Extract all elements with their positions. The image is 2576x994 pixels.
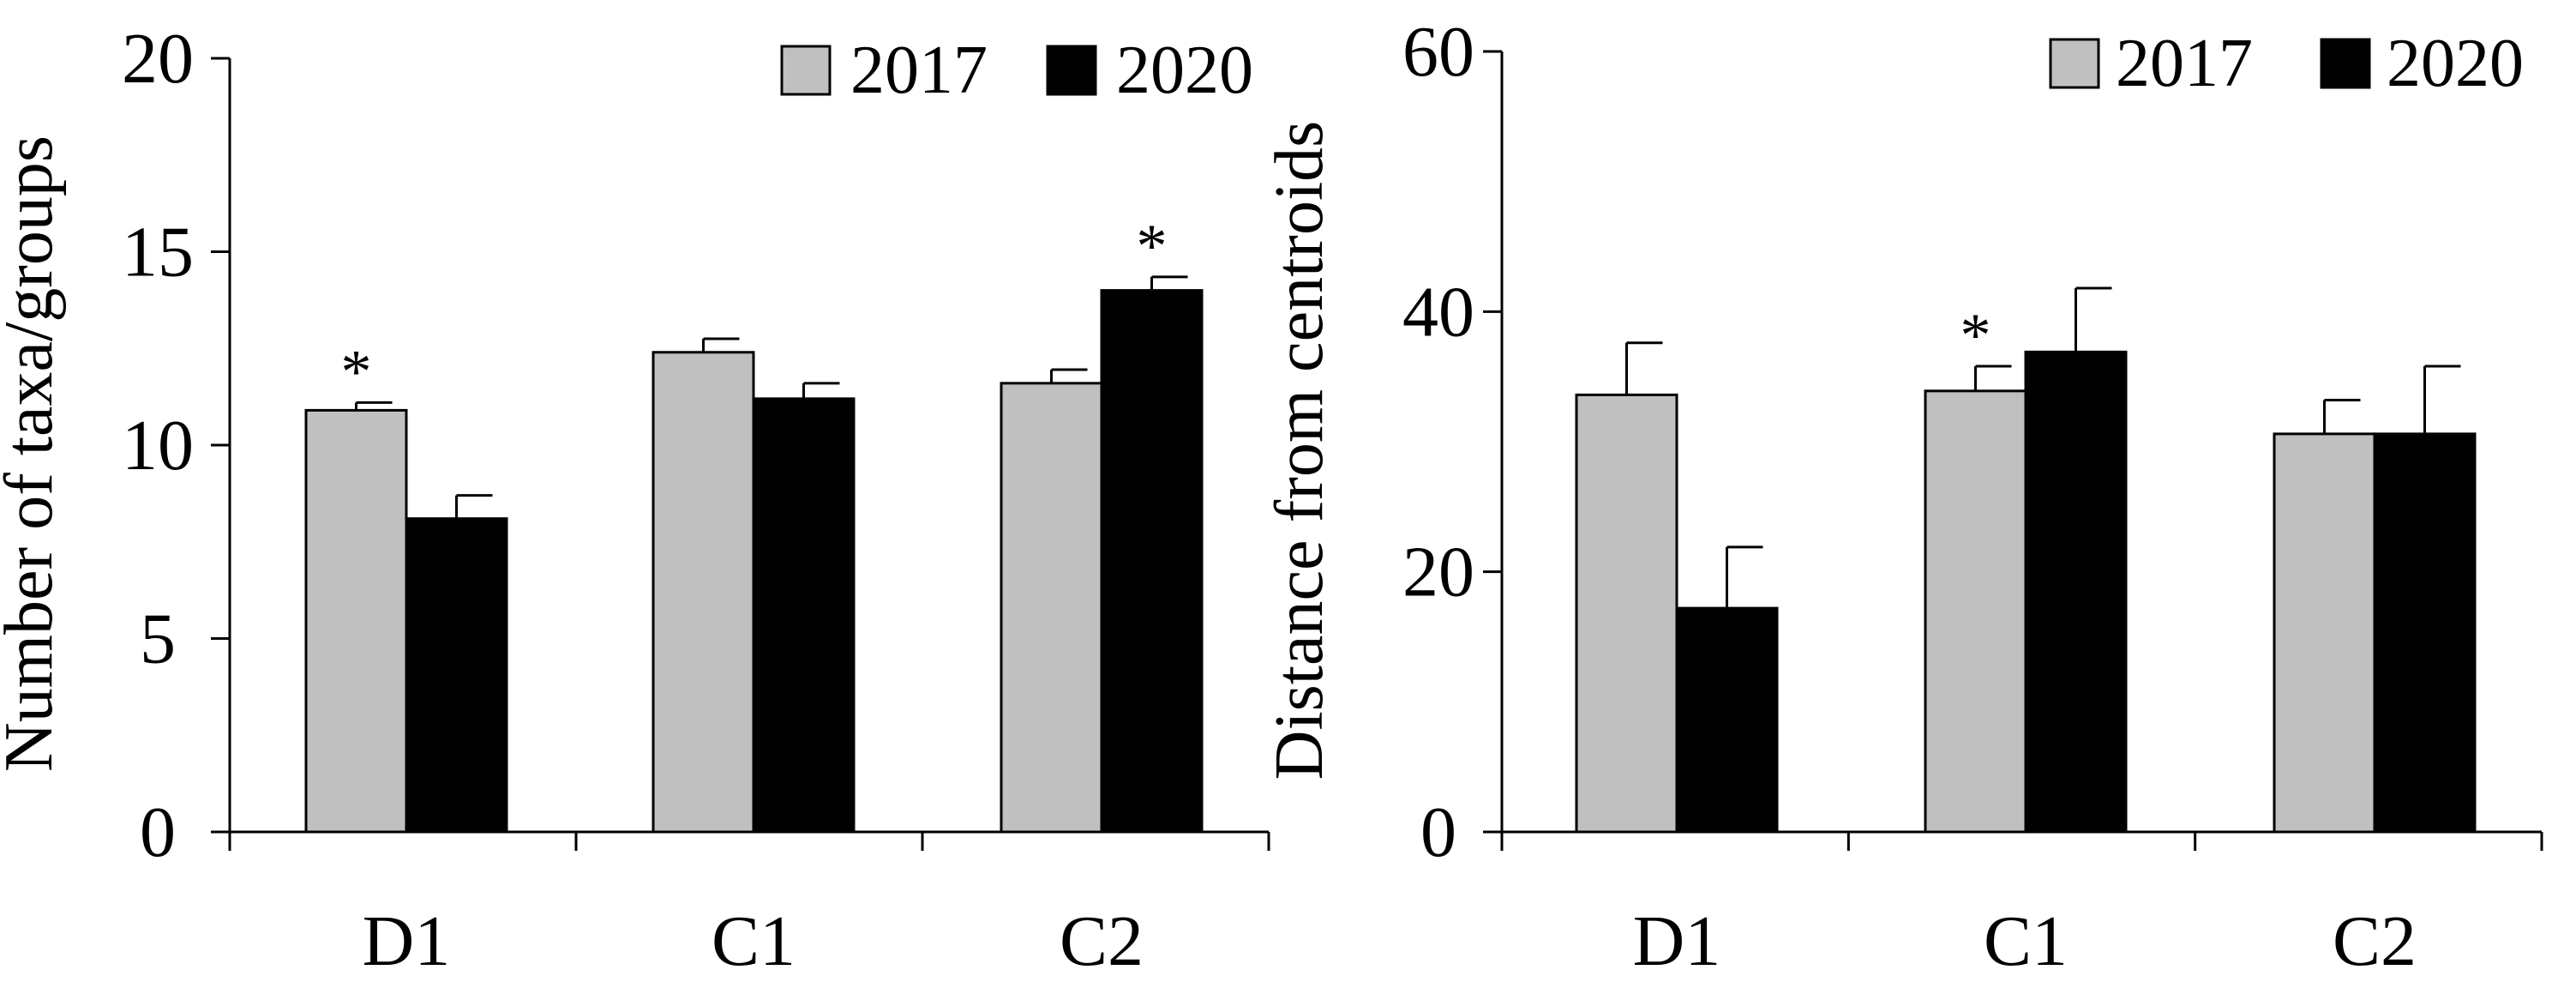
- bar-2017-D1: [304, 408, 408, 834]
- bar-2020-D1: [1675, 606, 1779, 834]
- bar-2017-C1: [1924, 389, 2027, 834]
- chart-panel-taxa: 0 5 10 15 20 D1 C1 C2 Number of taxa/groups * * 201…: [0, 19, 1270, 981]
- y-axis-title: Distance from centroids: [1262, 121, 1337, 780]
- legend-label-2017: 2017: [2116, 26, 2253, 101]
- significance-star: *: [1137, 212, 1168, 280]
- x-category-label: C1: [1984, 901, 2068, 981]
- y-tick-label: 20: [1402, 533, 1474, 612]
- x-category-label: D1: [363, 901, 451, 981]
- x-category-label: C2: [1060, 901, 1144, 981]
- significance-star: *: [341, 337, 372, 406]
- legend-label-2017: 2017: [850, 33, 988, 108]
- y-tick-label: 20: [122, 19, 194, 99]
- y-tick-label: 5: [140, 599, 176, 679]
- bar-2017-C2: [2273, 432, 2376, 834]
- y-tick-label: 0: [140, 792, 176, 872]
- legend-swatch-2017: [780, 45, 832, 96]
- bar-2017-D1: [1575, 393, 1678, 834]
- legend-swatch-2017: [2049, 38, 2100, 89]
- legend-label-2020: 2020: [2387, 26, 2524, 101]
- bar-2020-C1: [2024, 350, 2128, 834]
- significance-star: *: [1961, 301, 1991, 370]
- y-tick-label: 40: [1402, 272, 1474, 352]
- legend-swatch-2020: [1046, 45, 1097, 96]
- bar-2020-D1: [405, 517, 508, 834]
- bar-2020-C2: [2373, 432, 2477, 834]
- bar-2020-C2: [1100, 289, 1204, 834]
- x-category-label: D1: [1633, 901, 1721, 981]
- y-tick-label: 10: [122, 406, 194, 485]
- x-category-label: C1: [712, 901, 796, 981]
- legend-swatch-2020: [2320, 38, 2371, 89]
- y-tick-label: 15: [122, 213, 194, 292]
- y-tick-label: 60: [1402, 12, 1474, 92]
- x-category-label: C2: [2333, 901, 2417, 981]
- bar-2017-C2: [1000, 382, 1103, 834]
- chart-panel-distance: 0 20 40 60 D1 C1 C2 Distance from centroids * 201…: [1262, 12, 2543, 981]
- bar-2020-C1: [752, 397, 856, 834]
- bar-2017-C1: [652, 351, 755, 834]
- legend-label-2020: 2020: [1116, 33, 1253, 108]
- y-tick-label: 0: [1420, 792, 1456, 872]
- y-axis-title: Number of taxa/groups: [0, 136, 67, 772]
